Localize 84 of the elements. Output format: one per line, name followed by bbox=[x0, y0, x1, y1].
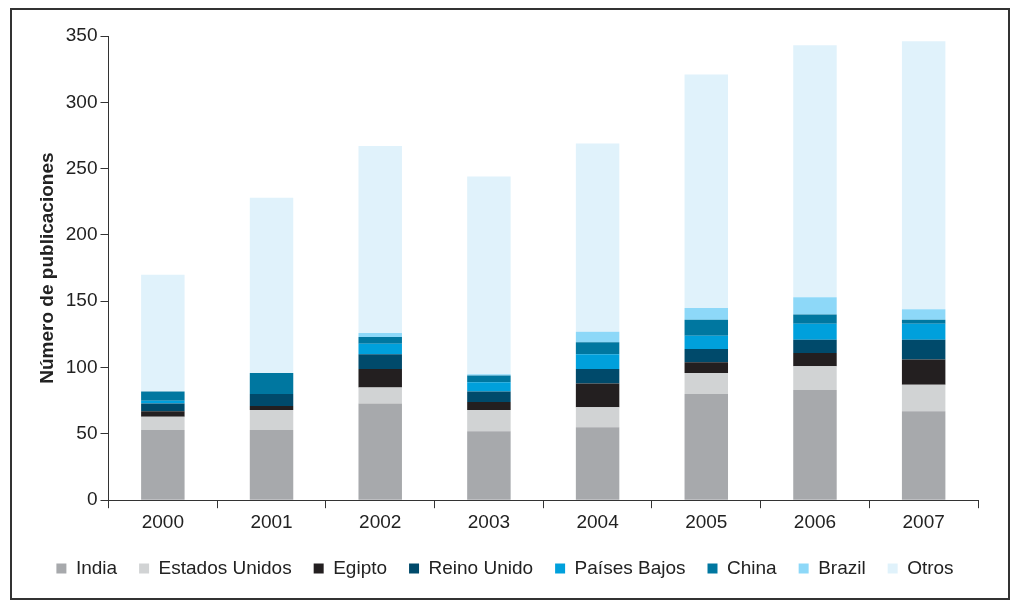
bar bbox=[467, 375, 511, 383]
bar bbox=[249, 394, 294, 407]
legend-label: Brazil bbox=[818, 556, 866, 578]
bar bbox=[358, 387, 402, 404]
bar bbox=[901, 384, 946, 412]
legend-label: Otros bbox=[907, 556, 954, 578]
bar bbox=[575, 407, 620, 428]
bar bbox=[141, 429, 185, 500]
x-tick-label: 2002 bbox=[359, 510, 402, 532]
y-tick-label: 300 bbox=[65, 90, 98, 112]
bar bbox=[901, 359, 946, 385]
bar bbox=[684, 372, 729, 395]
bar bbox=[684, 362, 729, 373]
bar bbox=[141, 411, 185, 417]
bar bbox=[249, 372, 294, 395]
bar bbox=[684, 307, 729, 320]
y-tick-label: 50 bbox=[76, 422, 98, 444]
bar bbox=[358, 368, 402, 388]
bar bbox=[467, 431, 511, 500]
legend-label: Egipto bbox=[333, 556, 388, 578]
bar bbox=[575, 331, 620, 343]
x-tick-label: 2004 bbox=[576, 510, 620, 532]
bar bbox=[575, 354, 620, 369]
bar bbox=[575, 427, 620, 500]
x-tick-label: 2007 bbox=[902, 510, 945, 532]
bar bbox=[684, 335, 729, 349]
bar bbox=[249, 406, 294, 411]
bar bbox=[141, 403, 185, 412]
bar bbox=[141, 416, 185, 430]
bar bbox=[793, 366, 837, 391]
bar bbox=[467, 402, 511, 411]
legend-label: Estados Unidos bbox=[158, 556, 292, 578]
bar bbox=[901, 323, 946, 340]
x-tick-label: 2001 bbox=[250, 510, 293, 532]
bar bbox=[358, 354, 402, 369]
x-tick-label: 2003 bbox=[467, 510, 511, 532]
legend-label: Reino Unido bbox=[428, 556, 534, 578]
bar bbox=[249, 197, 294, 373]
y-tick-label: 350 bbox=[65, 24, 98, 46]
legend-label: Países Bajos bbox=[574, 556, 686, 578]
bar bbox=[249, 429, 294, 500]
bar bbox=[141, 274, 185, 392]
bar bbox=[467, 176, 511, 375]
bar bbox=[684, 394, 729, 500]
bar bbox=[793, 339, 837, 353]
legend-label: India bbox=[75, 556, 118, 578]
bar bbox=[467, 410, 511, 432]
bar bbox=[358, 343, 402, 355]
bar bbox=[793, 314, 837, 324]
y-tick-label: 100 bbox=[65, 355, 98, 377]
bar bbox=[249, 410, 294, 430]
bar bbox=[901, 339, 946, 360]
bar bbox=[793, 297, 837, 315]
bar bbox=[901, 41, 946, 310]
bar bbox=[358, 146, 402, 334]
bar bbox=[575, 368, 620, 384]
y-tick-label: 200 bbox=[65, 223, 98, 245]
y-tick-label: 150 bbox=[65, 289, 98, 311]
bar bbox=[684, 319, 729, 336]
legend-label: China bbox=[727, 556, 778, 578]
y-tick-label: 0 bbox=[86, 488, 98, 510]
bar bbox=[684, 74, 729, 308]
bar bbox=[793, 390, 837, 500]
bar bbox=[901, 309, 946, 320]
bar bbox=[793, 352, 837, 367]
x-tick-label: 2005 bbox=[685, 510, 728, 532]
bar bbox=[141, 391, 185, 401]
bar bbox=[358, 333, 402, 338]
y-axis-title: Número de publicaciones bbox=[35, 152, 57, 384]
x-tick-label: 2006 bbox=[793, 510, 837, 532]
bar bbox=[575, 342, 620, 355]
x-tick-label: 2000 bbox=[141, 510, 184, 532]
bar bbox=[575, 143, 620, 332]
y-tick-label: 250 bbox=[65, 156, 98, 178]
bar bbox=[793, 323, 837, 340]
bar bbox=[358, 403, 402, 500]
bar bbox=[467, 382, 511, 392]
bar bbox=[358, 337, 402, 344]
bar bbox=[901, 411, 946, 500]
bar bbox=[684, 349, 729, 363]
bar bbox=[467, 391, 511, 403]
bar bbox=[575, 383, 620, 408]
bar bbox=[793, 45, 837, 298]
bar bbox=[901, 319, 946, 324]
